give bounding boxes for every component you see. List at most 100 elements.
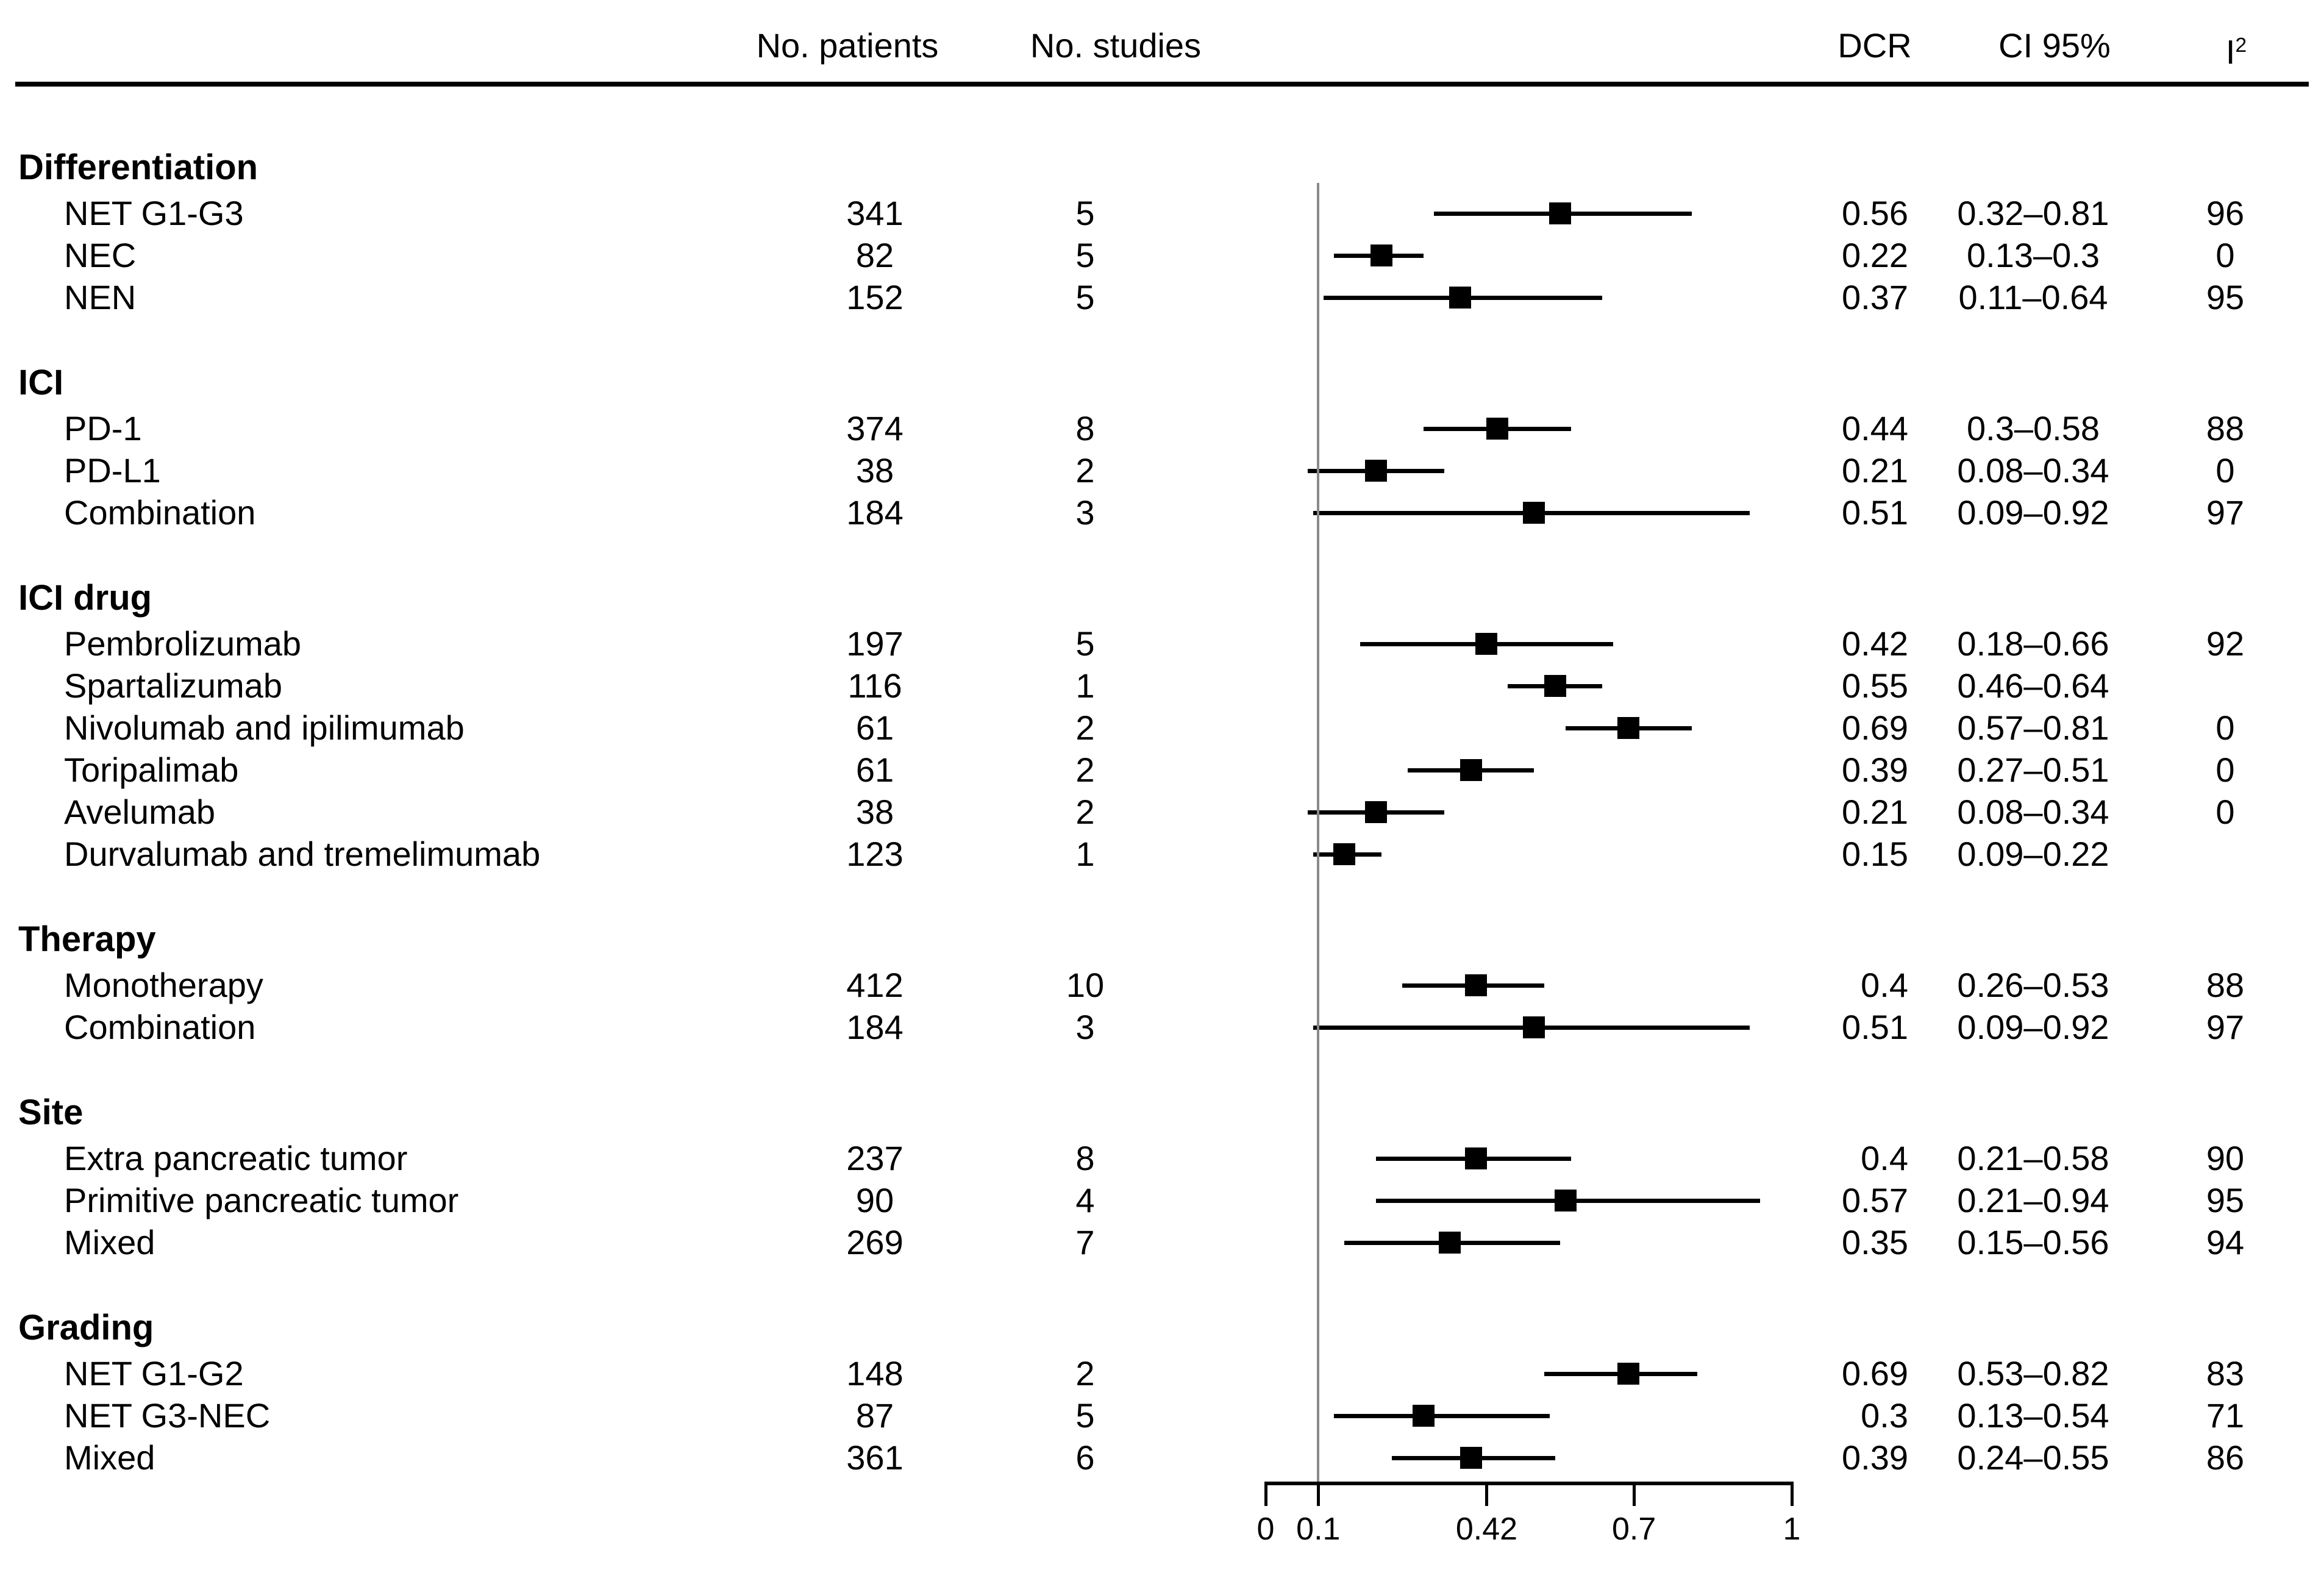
- cell-no-studies: 2: [1075, 793, 1095, 831]
- cell-i2: 96: [2206, 194, 2245, 232]
- cell-dcr: 0.21: [1842, 793, 1908, 831]
- point-estimate-marker: [1465, 1147, 1488, 1169]
- cell-dcr: 0.51: [1842, 1008, 1908, 1046]
- x-axis-tick: [1791, 1482, 1794, 1506]
- cell-ci95: 0.09–0.22: [1957, 835, 2109, 873]
- cell-no-patients: 184: [846, 1008, 904, 1046]
- cell-no-patients: 269: [846, 1223, 904, 1261]
- cell-dcr: 0.35: [1842, 1223, 1908, 1261]
- cell-i2: 0: [2215, 708, 2235, 747]
- cell-no-studies: 5: [1075, 624, 1095, 663]
- cell-no-studies: 1: [1075, 666, 1095, 705]
- cell-i2: 0: [2215, 751, 2235, 789]
- cell-ci95: 0.09–0.92: [1957, 493, 2109, 532]
- cell-no-patients: 361: [846, 1438, 904, 1477]
- x-axis-tick: [1485, 1482, 1489, 1506]
- point-estimate-marker: [1475, 633, 1498, 655]
- cell-no-patients: 61: [855, 708, 894, 747]
- cell-ci95: 0.21–0.94: [1957, 1181, 2109, 1219]
- cell-ci95: 0.13–0.3: [1967, 236, 2100, 274]
- cell-no-studies: 2: [1075, 1354, 1095, 1393]
- group-header: Differentiation: [18, 148, 258, 187]
- cell-ci95: 0.18–0.66: [1957, 624, 2109, 663]
- x-axis-line: [1264, 1482, 1794, 1485]
- row-label: Durvalumab and tremelimumab: [64, 835, 541, 873]
- cell-no-studies: 5: [1075, 194, 1095, 232]
- cell-no-studies: 6: [1075, 1438, 1095, 1477]
- cell-ci95: 0.11–0.64: [1958, 278, 2108, 316]
- cell-no-patients: 184: [846, 493, 904, 532]
- cell-no-patients: 237: [846, 1139, 904, 1177]
- point-estimate-marker: [1460, 759, 1482, 781]
- cell-ci95: 0.15–0.56: [1957, 1223, 2109, 1261]
- row-label: NET G1-G2: [64, 1354, 244, 1393]
- cell-dcr: 0.22: [1842, 236, 1908, 274]
- row-label: Toripalimab: [64, 751, 239, 789]
- cell-no-studies: 8: [1075, 409, 1095, 448]
- cell-dcr: 0.15: [1842, 835, 1908, 873]
- cell-ci95: 0.08–0.34: [1957, 793, 2109, 831]
- group-header: Therapy: [18, 919, 156, 959]
- x-axis-tick: [1633, 1482, 1636, 1506]
- row-label: Mixed: [64, 1223, 155, 1261]
- cell-ci95: 0.3–0.58: [1967, 409, 2100, 448]
- cell-no-studies: 7: [1075, 1223, 1095, 1261]
- cell-no-patients: 61: [855, 751, 894, 789]
- group-header: ICI drug: [18, 578, 152, 618]
- row-label: PD-L1: [64, 451, 161, 490]
- group-header: Grading: [18, 1308, 154, 1347]
- point-estimate-marker: [1449, 287, 1472, 309]
- x-axis-tick: [1317, 1482, 1321, 1506]
- point-estimate-marker: [1523, 1016, 1545, 1038]
- row-label: Primitive pancreatic tumor: [64, 1181, 459, 1219]
- cell-no-patients: 87: [855, 1396, 894, 1435]
- column-header-studies: No. studies: [1030, 26, 1202, 65]
- cell-no-patients: 90: [855, 1181, 894, 1219]
- point-estimate-marker: [1365, 460, 1388, 482]
- point-estimate-marker: [1412, 1405, 1435, 1427]
- group-header: Site: [18, 1093, 84, 1132]
- point-estimate-marker: [1554, 1190, 1577, 1211]
- cell-i2: 0: [2215, 451, 2235, 490]
- cell-no-studies: 5: [1075, 236, 1095, 274]
- point-estimate-marker: [1523, 502, 1545, 524]
- cell-i2: 0: [2215, 236, 2235, 274]
- cell-dcr: 0.21: [1842, 451, 1908, 490]
- row-label: Extra pancreatic tumor: [64, 1139, 408, 1177]
- cell-no-studies: 3: [1075, 493, 1095, 532]
- point-estimate-marker: [1617, 717, 1640, 739]
- point-estimate-marker: [1486, 418, 1508, 440]
- row-label: Monotherapy: [64, 966, 263, 1004]
- cell-no-studies: 2: [1075, 451, 1095, 490]
- cell-no-studies: 1: [1075, 835, 1095, 873]
- cell-no-patients: 412: [846, 966, 904, 1004]
- cell-no-studies: 5: [1075, 278, 1095, 316]
- cell-ci95: 0.21–0.58: [1957, 1139, 2109, 1177]
- cell-dcr: 0.4: [1861, 1139, 1908, 1177]
- point-estimate-marker: [1465, 974, 1488, 996]
- point-estimate-marker: [1370, 244, 1392, 266]
- cell-ci95: 0.53–0.82: [1957, 1354, 2109, 1393]
- point-estimate-marker: [1544, 675, 1566, 697]
- cell-ci95: 0.08–0.34: [1957, 451, 2109, 490]
- cell-i2: 71: [2206, 1396, 2245, 1435]
- cell-dcr: 0.57: [1842, 1181, 1908, 1219]
- row-label: Pembrolizumab: [64, 624, 302, 663]
- ci-whisker: [1334, 1414, 1550, 1418]
- cell-ci95: 0.09–0.92: [1957, 1008, 2109, 1046]
- cell-no-patients: 148: [846, 1354, 904, 1393]
- row-label: NET G3-NEC: [64, 1396, 271, 1435]
- cell-dcr: 0.39: [1842, 751, 1908, 789]
- row-label: Combination: [64, 1008, 256, 1046]
- cell-dcr: 0.51: [1842, 493, 1908, 532]
- cell-dcr: 0.69: [1842, 708, 1908, 747]
- column-header-patients: No. patients: [756, 26, 939, 65]
- cell-no-patients: 38: [855, 451, 894, 490]
- cell-no-studies: 2: [1075, 708, 1095, 747]
- reference-line: [1317, 183, 1320, 1482]
- cell-ci95: 0.24–0.55: [1957, 1438, 2109, 1477]
- row-label: PD-1: [64, 409, 142, 448]
- cell-no-patients: 38: [855, 793, 894, 831]
